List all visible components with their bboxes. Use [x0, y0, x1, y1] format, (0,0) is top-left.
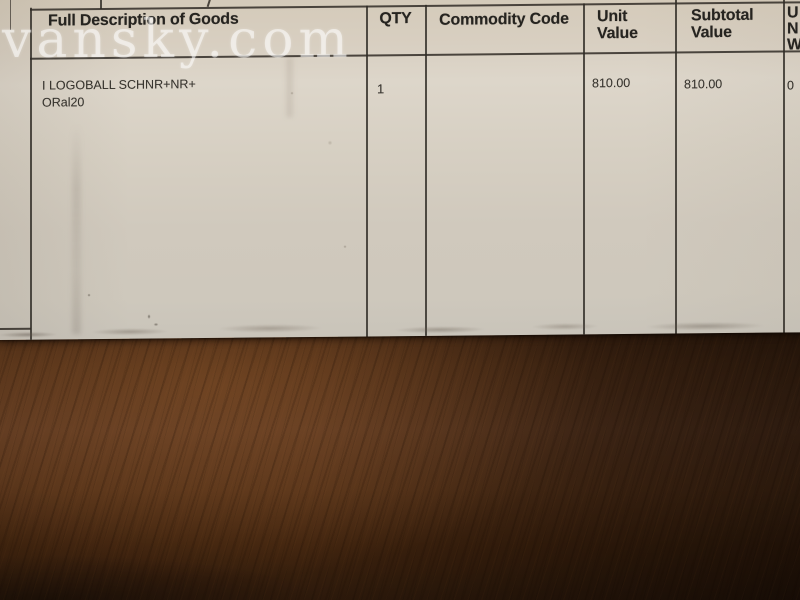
paper-speckles [0, 0, 800, 341]
paper-document: Full Description of Goods QTY Commodity … [0, 0, 800, 341]
